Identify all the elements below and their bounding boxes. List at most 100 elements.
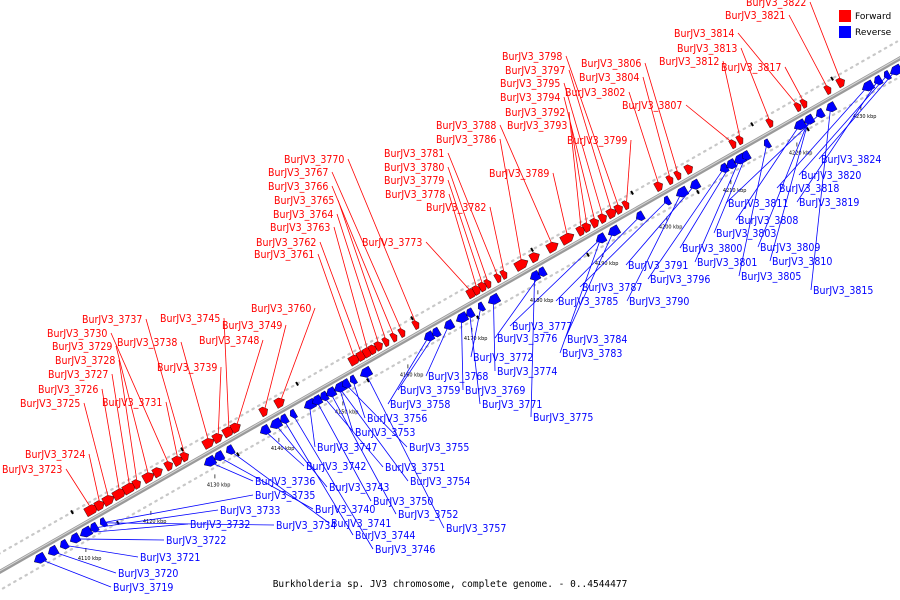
gene-label: BurJV3_3745 [160, 313, 220, 325]
gene-label: BurJV3_3797 [505, 65, 565, 77]
gene-label: BurJV3_3805 [741, 271, 801, 283]
gene-label: BurJV3_3780 [384, 162, 444, 174]
gene-label: BurJV3_3760 [251, 303, 311, 315]
reverse-gene-arrow [793, 118, 808, 131]
gene-label: BurJV3_3739 [157, 362, 217, 374]
forward-gene-arrow [589, 218, 599, 229]
gene-label: BurJV3_3754 [410, 476, 470, 488]
forward-gene-arrow [141, 472, 155, 485]
reverse-gene-arrow [213, 450, 226, 462]
reverse-gene-arrow [607, 224, 622, 237]
gene-label: BurJV3_3806 [581, 58, 641, 70]
forward-gene-arrow [493, 273, 502, 284]
gene-label: BurJV3_3735 [255, 490, 315, 502]
forward-gene-arrow [793, 102, 802, 113]
reverse-gene-arrow [725, 158, 738, 170]
gene-label: BurJV3_3752 [398, 509, 458, 521]
tick-label: 4200 kbp [659, 225, 683, 231]
gene-label: BurJV3_3761 [254, 249, 314, 261]
gene-label: BurJV3_3783 [562, 348, 622, 360]
forward-gene-arrow [367, 344, 377, 356]
gene-label: BurJV3_3764 [273, 209, 333, 221]
forward-gene-arrow [229, 422, 241, 434]
gene-label: BurJV3_3801 [697, 257, 757, 269]
gene-label: BurJV3_3778 [385, 189, 445, 201]
legend-swatch [839, 26, 851, 38]
forward-gene-arrow [201, 438, 215, 450]
gene-label: BurJV3_3746 [375, 544, 435, 556]
gene-label: BurJV3_3794 [500, 92, 560, 104]
forward-gene-arrow [613, 204, 623, 215]
reverse-gene-arrow [311, 394, 324, 406]
gene-label: BurJV3_3813 [677, 43, 737, 55]
forward-gene-arrow [131, 479, 141, 490]
forward-gene-arrow [258, 406, 268, 418]
legend-label: Reverse [855, 28, 892, 38]
gene-label: BurJV3_3818 [779, 183, 839, 195]
forward-gene-arrow [653, 181, 663, 193]
gene-label: BurJV3_3734 [276, 520, 336, 532]
gene-label: BurJV3_3792 [505, 107, 565, 119]
reverse-gene-arrow [803, 113, 816, 125]
gene-label: BurJV3_3719 [113, 582, 173, 594]
gene-label: BurJV3_3800 [682, 243, 742, 255]
gene-label: BurJV3_3773 [362, 237, 422, 249]
tick-label: 4230 kbp [853, 114, 877, 120]
reverse-gene-arrow [675, 185, 690, 198]
gene-label: BurJV3_3757 [446, 523, 506, 535]
reverse-gene-arrow [33, 551, 48, 564]
gene-label: BurJV3_3771 [482, 399, 542, 411]
tick-label: 4120 kbp [143, 519, 167, 525]
forward-genes: BurJV3_3723 BurJV3_3724 BurJV3_3725 BurJV3_… [2, 0, 845, 518]
genome-caption: Burkholderia sp. JV3 chromosome, complet… [273, 579, 628, 590]
reverse-gene-arrow [815, 107, 826, 119]
gene-label: BurJV3_3741 [331, 518, 391, 530]
gene-label: BurJV3_3724 [25, 449, 85, 461]
gene-label: BurJV3_3749 [222, 320, 282, 332]
gene-label: BurJV3_3721 [140, 552, 200, 564]
gene-label: BurJV3_3817 [721, 62, 781, 74]
forward-gene-arrow [397, 328, 406, 339]
forward-gene-arrow [373, 341, 383, 352]
gene-label: BurJV3_3791 [628, 260, 688, 272]
gene-label: BurJV3_3747 [317, 442, 377, 454]
forward-gene-arrow [513, 259, 529, 272]
reverse-gene-arrow [349, 374, 358, 385]
forward-gene-arrow [389, 332, 398, 343]
gene-label: BurJV3_3730 [47, 328, 107, 340]
forward-gene-arrow [101, 495, 115, 507]
reverse-genes: BurJV3_3719 BurJV3_3720 BurJV3_3721 BurJV3_… [33, 63, 900, 594]
gene-label: BurJV3_3762 [256, 237, 316, 249]
chromosome-backbone [0, 56, 900, 574]
reverse-gene-arrow [741, 150, 752, 161]
gene-label: BurJV3_3802 [565, 87, 625, 99]
gene-label: BurJV3_3733 [220, 505, 280, 517]
reverse-gene-arrow [763, 138, 772, 149]
gene-label: BurJV3_3750 [373, 496, 433, 508]
reverse-gene-arrow [883, 70, 892, 80]
reverse-gene-arrow [487, 292, 502, 305]
gene-label: BurJV3_3738 [117, 337, 177, 349]
reverse-gene-arrow [59, 538, 70, 550]
gene-label: BurJV3_3821 [725, 10, 785, 22]
reverse-gene-arrow [47, 544, 60, 556]
tick-label: 4110 kbp [78, 556, 102, 562]
forward-gene-arrow [735, 135, 744, 146]
reverse-gene-arrow [319, 390, 330, 402]
forward-gene-arrow [273, 397, 285, 409]
reverse-gene-arrow [259, 423, 272, 435]
gene-label: BurJV3_3776 [497, 333, 557, 345]
tick-label: 4220 kbp [789, 150, 813, 156]
gene-label: BurJV3_3772 [473, 352, 533, 364]
forward-gene-arrow [528, 252, 540, 264]
gene-label: BurJV3_3787 [582, 282, 642, 294]
reverse-gene-arrow [69, 532, 82, 544]
forward-gene-arrow [211, 433, 223, 445]
reverse-gene-arrow [325, 386, 338, 398]
gene-label: BurJV3_3798 [502, 51, 562, 63]
gene-label: BurJV3_3786 [436, 134, 496, 146]
reverse-gene-arrow [225, 444, 236, 455]
gene-label: BurJV3_3820 [801, 170, 861, 182]
gene-label: BurJV3_3785 [558, 296, 618, 308]
gene-label: BurJV3_3824 [821, 154, 881, 166]
